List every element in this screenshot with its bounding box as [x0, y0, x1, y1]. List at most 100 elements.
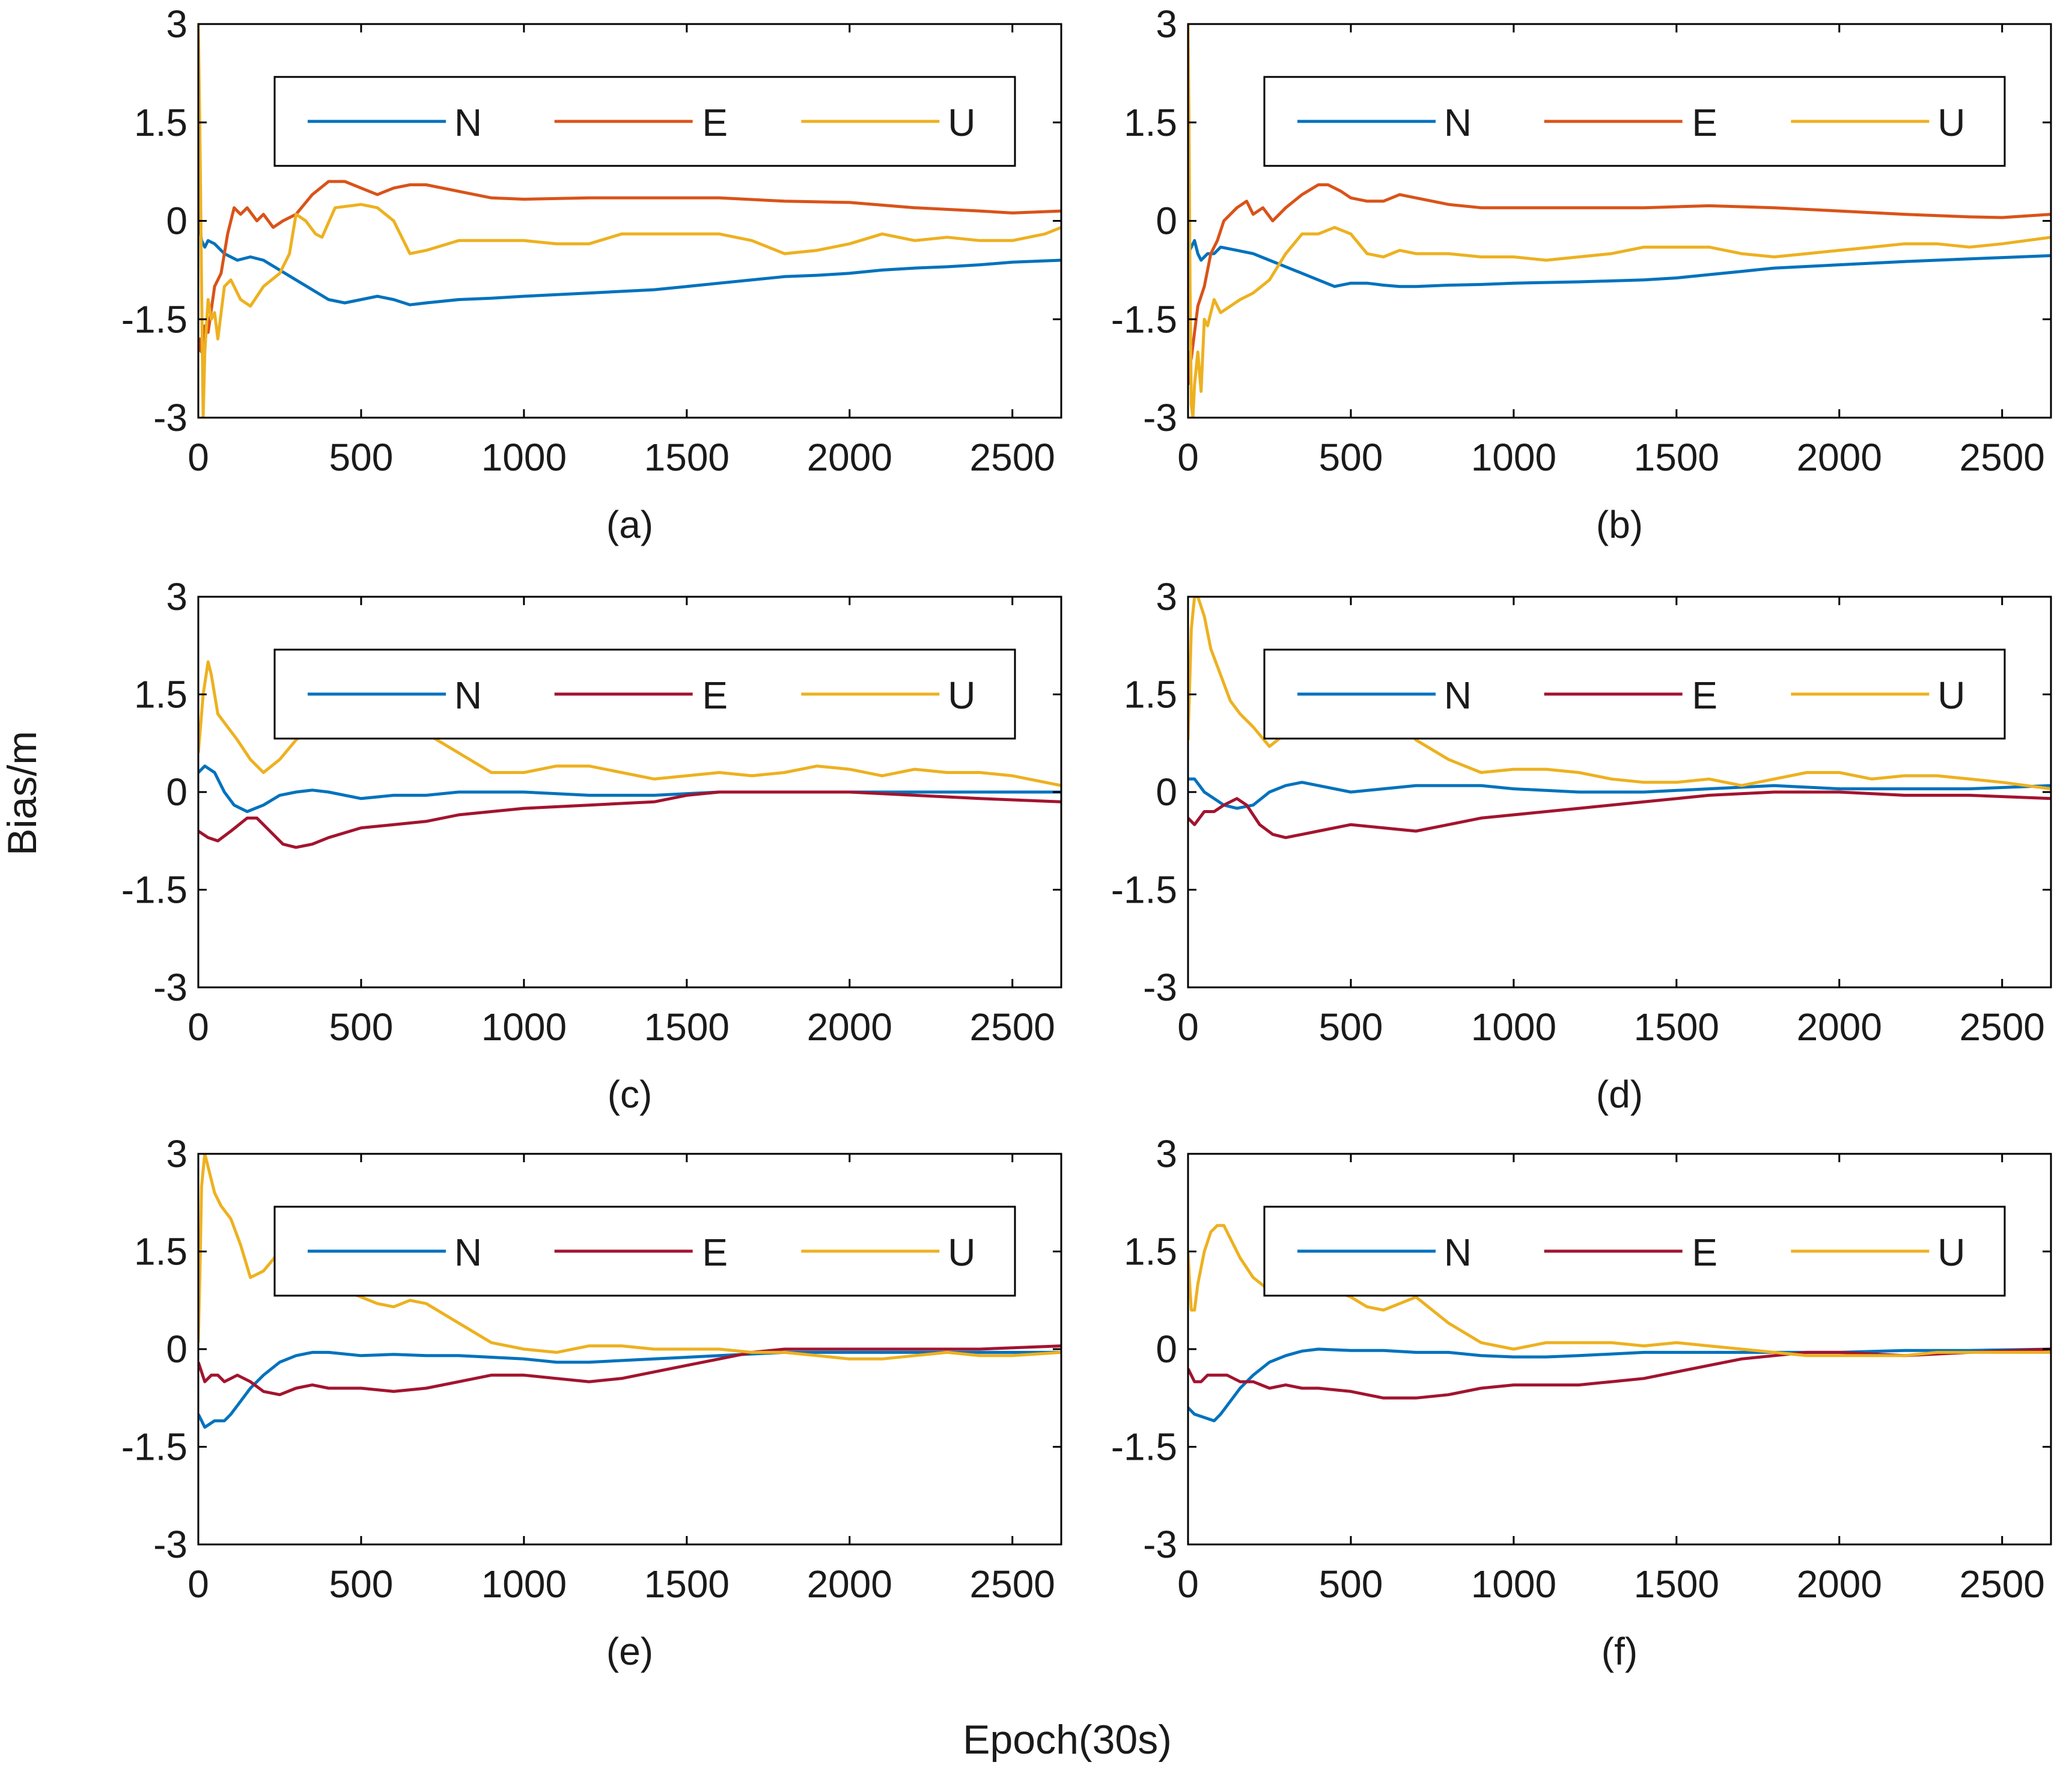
y-tick-label: 0	[166, 1327, 187, 1371]
y-tick-label: -3	[153, 396, 187, 439]
x-tick-label: 2000	[807, 1562, 892, 1606]
y-tick-label: 1.5	[134, 673, 187, 716]
series-line-U	[1188, 1224, 2051, 1358]
panel-label: (a)	[606, 503, 653, 546]
x-tick-label: 1000	[481, 1562, 567, 1606]
chart-panel-4: 0 500 1000 1500 2000 2500 3 1.5 0 -1.5 -3 N E U (d)	[1111, 575, 2052, 1116]
x-tick-label: 500	[1319, 1562, 1383, 1606]
x-tick-label: 500	[329, 1562, 394, 1606]
chart-panel-5: 0 500 1000 1500 2000 2500 3 1.5 0 -1.5 -3 N E U (e)	[121, 1132, 1062, 1673]
y-tick-label: 3	[1156, 2, 1177, 46]
x-axis-title: Epoch(30s)	[963, 1717, 1172, 1763]
panel-label: (b)	[1596, 503, 1643, 546]
legend-label-U: U	[948, 101, 975, 144]
y-tick-label: 3	[1156, 1132, 1177, 1175]
x-tick-label: 1500	[644, 1005, 730, 1049]
y-tick-label: 0	[166, 200, 187, 243]
legend-label-E: E	[1692, 101, 1717, 144]
x-tick-label: 2500	[1960, 1005, 2045, 1049]
x-tick-label: 1000	[1471, 1005, 1556, 1049]
y-tick-label: 3	[166, 1132, 187, 1175]
y-tick-label: -1.5	[1111, 1425, 1177, 1469]
x-tick-label: 500	[329, 436, 394, 479]
y-tick-label: -1.5	[1111, 868, 1177, 912]
y-tick-label: -3	[153, 966, 187, 1009]
legend-label-N: N	[1444, 101, 1472, 144]
x-tick-label: 2500	[970, 1005, 1055, 1049]
y-tick-label: 0	[1156, 1327, 1177, 1371]
x-tick-label: 0	[1177, 1562, 1199, 1606]
y-tick-label: -3	[153, 1523, 187, 1566]
y-tick-label: 0	[1156, 770, 1177, 814]
legend-label-N: N	[1444, 674, 1472, 717]
panel-label: (c)	[608, 1073, 653, 1116]
series-line-U	[198, 660, 1061, 787]
x-tick-label: 0	[1177, 436, 1199, 479]
legend-label-U: U	[948, 1231, 975, 1274]
x-tick-label: 500	[329, 1005, 394, 1049]
x-tick-label: 1500	[644, 436, 730, 479]
series-line-U	[1188, 597, 2051, 791]
x-tick-label: 2500	[1960, 1562, 2045, 1606]
y-tick-label: 3	[166, 2, 187, 46]
y-tick-label: -1.5	[121, 297, 187, 341]
y-tick-label: 0	[166, 770, 187, 814]
legend-label-E: E	[702, 674, 728, 717]
y-tick-label: -1.5	[121, 1425, 187, 1469]
y-tick-label: 1.5	[1124, 1230, 1177, 1273]
x-tick-label: 2000	[807, 436, 892, 479]
legend-label-U: U	[1937, 1231, 1965, 1274]
x-tick-label: 2000	[807, 1005, 892, 1049]
chart-panel-3: 0 500 1000 1500 2000 2500 3 1.5 0 -1.5 -3 N E U (c)	[121, 575, 1062, 1116]
series-line-N	[198, 201, 1061, 306]
x-tick-label: 1000	[1471, 1562, 1556, 1606]
legend-label-E: E	[702, 101, 728, 144]
chart-panel-2: 0 500 1000 1500 2000 2500 3 1.5 0 -1.5 -3 N E U (b)	[1111, 2, 2052, 546]
legend-label-N: N	[454, 101, 482, 144]
legend-label-N: N	[1444, 1231, 1472, 1274]
x-tick-label: 500	[1319, 1005, 1383, 1049]
y-tick-label: -1.5	[1111, 297, 1177, 341]
y-tick-label: -1.5	[121, 868, 187, 912]
series-line-U	[1188, 24, 2051, 418]
x-tick-label: 1000	[481, 436, 567, 479]
legend-label-E: E	[1692, 1231, 1717, 1274]
x-tick-label: 0	[1177, 1005, 1199, 1049]
y-tick-label: 1.5	[134, 1230, 187, 1273]
y-tick-label: 0	[1156, 200, 1177, 243]
y-tick-label: 1.5	[134, 101, 187, 144]
x-tick-label: 1000	[481, 1005, 567, 1049]
series-line-E	[198, 790, 1061, 849]
legend-label-N: N	[454, 674, 482, 717]
legend-label-N: N	[454, 1231, 482, 1274]
series-line-U	[198, 1154, 1061, 1361]
x-tick-label: 2000	[1797, 1562, 1882, 1606]
x-tick-label: 2500	[970, 1562, 1055, 1606]
x-tick-label: 2000	[1797, 1005, 1882, 1049]
y-tick-label: 3	[1156, 575, 1177, 618]
x-tick-label: 2000	[1797, 436, 1882, 479]
series-line-E	[1188, 1347, 2051, 1400]
x-tick-label: 1500	[1634, 1562, 1719, 1606]
y-tick-label: -3	[1143, 966, 1177, 1009]
x-tick-label: 1500	[644, 1562, 730, 1606]
legend-label-U: U	[948, 674, 975, 717]
panels-group: 0 500 1000 1500 2000 2500 3 1.5 0 -1.5 -3 N E U (a) 0 50…	[121, 2, 2052, 1673]
x-tick-label: 0	[187, 1005, 209, 1049]
legend-label-E: E	[702, 1231, 728, 1274]
series-line-E	[198, 180, 1061, 354]
y-tick-label: -3	[1143, 396, 1177, 439]
panel-label: (e)	[606, 1630, 653, 1673]
chart-panel-1: 0 500 1000 1500 2000 2500 3 1.5 0 -1.5 -3 N E U (a)	[121, 2, 1062, 546]
legend-label-E: E	[1692, 674, 1717, 717]
chart-panel-6: 0 500 1000 1500 2000 2500 3 1.5 0 -1.5 -3 N E U (f)	[1111, 1132, 2052, 1673]
y-tick-label: 1.5	[1124, 101, 1177, 144]
series-line-N	[1188, 1347, 2051, 1422]
